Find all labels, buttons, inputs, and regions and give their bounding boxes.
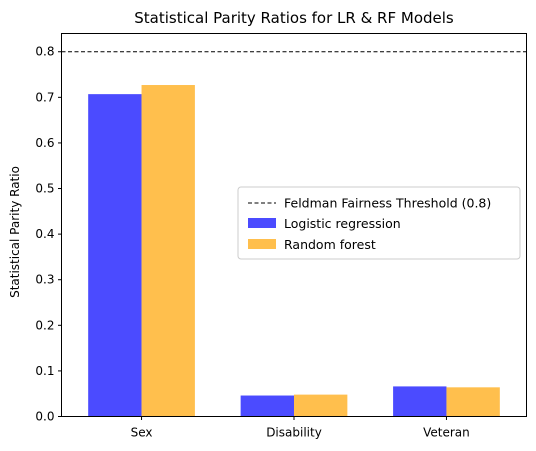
legend-box <box>237 186 521 260</box>
legend-rf-swatch <box>248 239 276 249</box>
y-axis: 0.0 0.1 0.2 0.3 0.4 0.5 0.6 0.7 0.8 <box>35 45 62 424</box>
y-tick-label: 0.1 <box>35 364 54 378</box>
legend-lr-swatch <box>248 218 276 228</box>
legend-lr-label: Logistic regression <box>284 216 401 231</box>
bar-lr-sex <box>88 94 142 417</box>
y-tick-label: 0.2 <box>35 318 54 332</box>
legend: Feldman Fairness Threshold (0.8) Logisti… <box>237 186 521 260</box>
y-tick-label: 0.4 <box>35 227 54 241</box>
bar-rf-sex <box>141 85 195 417</box>
y-tick-label: 0.6 <box>35 136 54 150</box>
y-tick-label: 0.7 <box>35 90 54 104</box>
y-tick-label: 0.3 <box>35 273 54 287</box>
legend-rf-label: Random forest <box>284 237 376 252</box>
bar-rf-disability <box>294 394 348 417</box>
bars-group <box>88 85 500 417</box>
y-axis-label: Statistical Parity Ratio <box>8 166 22 298</box>
y-tick-label: 0.0 <box>35 410 54 424</box>
plot-frame <box>61 33 527 417</box>
x-tick-label: Veteran <box>423 426 470 440</box>
y-tick-label: 0.5 <box>35 182 54 196</box>
x-tick-label: Disability <box>266 426 322 440</box>
chart-title: Statistical Parity Ratios for LR & RF Mo… <box>134 9 454 27</box>
x-tick-label: Sex <box>131 426 153 440</box>
bar-lr-veteran <box>393 386 447 417</box>
legend-threshold-label: Feldman Fairness Threshold (0.8) <box>284 196 491 211</box>
bar-lr-disability <box>240 395 294 417</box>
bar-rf-veteran <box>446 387 500 417</box>
y-tick-label: 0.8 <box>35 45 54 59</box>
x-axis: Sex Disability Veteran <box>131 416 470 440</box>
